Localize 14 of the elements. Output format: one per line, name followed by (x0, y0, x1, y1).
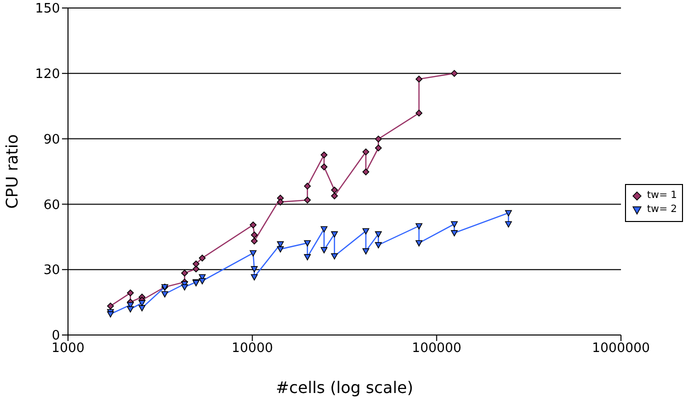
y-tick-label: 150 (35, 2, 60, 17)
y-tick-label: 30 (43, 263, 60, 278)
y-tick-label: 60 (43, 198, 60, 213)
x-tick-label: 100000 (412, 341, 462, 356)
y-tick-label: 90 (43, 132, 60, 148)
y-tick-label: 120 (35, 67, 60, 82)
y-tick-label: 0 (52, 328, 60, 344)
legend-label: tw= 2 (646, 204, 677, 215)
x-tick-label: 10000 (232, 341, 274, 356)
x-tick-label: 1000 (51, 341, 85, 356)
y-axis-title: CPU ratio (2, 134, 22, 209)
legend-label: tw= 1 (646, 190, 677, 201)
x-tick-label: 1000000 (592, 341, 650, 356)
x-axis-title: #cells (log scale) (276, 378, 414, 397)
